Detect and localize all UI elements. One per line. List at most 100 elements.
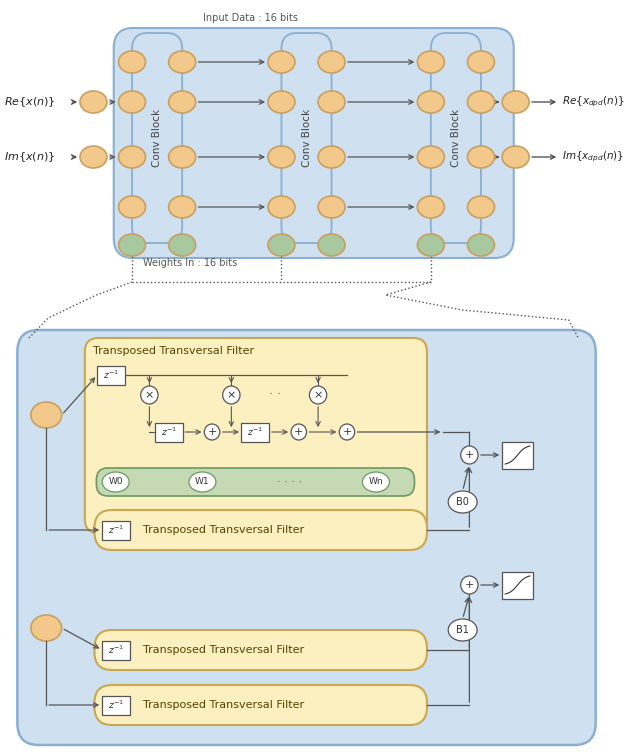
Text: Transposed Transversal Filter: Transposed Transversal Filter [93, 346, 254, 356]
Ellipse shape [268, 196, 295, 218]
Text: · ·: · · [269, 389, 281, 401]
Ellipse shape [417, 91, 444, 113]
Circle shape [461, 576, 478, 594]
FancyBboxPatch shape [96, 468, 415, 496]
Ellipse shape [502, 146, 529, 168]
Text: ×: × [226, 390, 236, 400]
Circle shape [223, 386, 240, 404]
Ellipse shape [102, 472, 129, 492]
FancyBboxPatch shape [242, 423, 269, 442]
Ellipse shape [119, 91, 146, 113]
Ellipse shape [417, 196, 444, 218]
Ellipse shape [268, 234, 295, 256]
Text: Weights In : 16 bits: Weights In : 16 bits [143, 258, 237, 268]
Text: Wn: Wn [368, 478, 383, 487]
Text: $z^{-1}$: $z^{-1}$ [160, 426, 177, 438]
Ellipse shape [189, 472, 216, 492]
Text: W1: W1 [195, 478, 210, 487]
Circle shape [141, 386, 158, 404]
Ellipse shape [467, 146, 495, 168]
FancyBboxPatch shape [85, 338, 427, 533]
Ellipse shape [448, 491, 477, 513]
Ellipse shape [80, 146, 107, 168]
FancyBboxPatch shape [97, 365, 125, 385]
Text: $Im\{x(n)\}$: $Im\{x(n)\}$ [4, 150, 55, 164]
Ellipse shape [119, 234, 146, 256]
Ellipse shape [417, 51, 444, 73]
Text: +: + [342, 427, 352, 437]
Ellipse shape [467, 51, 495, 73]
Ellipse shape [169, 51, 196, 73]
FancyBboxPatch shape [155, 423, 183, 442]
FancyBboxPatch shape [101, 696, 129, 714]
Text: Transposed Transversal Filter: Transposed Transversal Filter [143, 645, 304, 655]
Text: · · · ·: · · · · [276, 477, 302, 487]
FancyBboxPatch shape [101, 640, 129, 659]
Text: $z^{-1}$: $z^{-1}$ [108, 699, 124, 711]
Text: +: + [207, 427, 217, 437]
Text: $z^{-1}$: $z^{-1}$ [103, 369, 119, 381]
FancyBboxPatch shape [132, 33, 182, 243]
Text: B0: B0 [456, 497, 469, 507]
Ellipse shape [318, 91, 345, 113]
Text: $z^{-1}$: $z^{-1}$ [108, 644, 124, 656]
Text: ×: × [313, 390, 323, 400]
Ellipse shape [31, 615, 61, 641]
Ellipse shape [363, 472, 389, 492]
Ellipse shape [417, 146, 444, 168]
Ellipse shape [268, 51, 295, 73]
Ellipse shape [467, 234, 495, 256]
Text: Conv Block: Conv Block [302, 109, 311, 167]
Ellipse shape [268, 146, 295, 168]
Text: +: + [294, 427, 304, 437]
Text: $z^{-1}$: $z^{-1}$ [247, 426, 263, 438]
Ellipse shape [467, 91, 495, 113]
Ellipse shape [318, 146, 345, 168]
Circle shape [204, 424, 220, 440]
Circle shape [291, 424, 306, 440]
Circle shape [461, 446, 478, 464]
Text: ×: × [145, 390, 154, 400]
Ellipse shape [268, 91, 295, 113]
FancyBboxPatch shape [113, 28, 514, 258]
Ellipse shape [318, 196, 345, 218]
FancyBboxPatch shape [101, 520, 129, 540]
Ellipse shape [318, 234, 345, 256]
Text: Transposed Transversal Filter: Transposed Transversal Filter [143, 700, 304, 710]
Ellipse shape [80, 91, 107, 113]
Ellipse shape [169, 234, 196, 256]
FancyBboxPatch shape [94, 630, 427, 670]
Circle shape [339, 424, 354, 440]
Text: Conv Block: Conv Block [152, 109, 162, 167]
Text: B1: B1 [456, 625, 469, 635]
Ellipse shape [448, 619, 477, 641]
Text: Input Data : 16 bits: Input Data : 16 bits [203, 13, 298, 23]
Ellipse shape [318, 51, 345, 73]
Ellipse shape [119, 51, 146, 73]
Ellipse shape [169, 196, 196, 218]
FancyBboxPatch shape [501, 442, 533, 469]
Text: +: + [465, 450, 474, 460]
Text: $Re\{x_{dpd}(n)\}$: $Re\{x_{dpd}(n)\}$ [562, 94, 624, 109]
Text: $Re\{x(n)\}$: $Re\{x(n)\}$ [4, 95, 56, 109]
Ellipse shape [169, 146, 196, 168]
Text: $Im\{x_{dpd}(n)\}$: $Im\{x_{dpd}(n)\}$ [562, 150, 624, 164]
Ellipse shape [467, 196, 495, 218]
Ellipse shape [119, 146, 146, 168]
Text: $z^{-1}$: $z^{-1}$ [108, 524, 124, 536]
Circle shape [309, 386, 327, 404]
FancyBboxPatch shape [94, 685, 427, 725]
Ellipse shape [119, 196, 146, 218]
Text: Transposed Transversal Filter: Transposed Transversal Filter [143, 525, 304, 535]
FancyBboxPatch shape [431, 33, 481, 243]
FancyBboxPatch shape [281, 33, 332, 243]
Text: Conv Block: Conv Block [451, 109, 461, 167]
Ellipse shape [31, 402, 61, 428]
Text: W0: W0 [108, 478, 123, 487]
Ellipse shape [417, 234, 444, 256]
Text: +: + [465, 580, 474, 590]
FancyBboxPatch shape [94, 510, 427, 550]
FancyBboxPatch shape [17, 330, 596, 745]
FancyBboxPatch shape [501, 572, 533, 599]
Ellipse shape [502, 91, 529, 113]
